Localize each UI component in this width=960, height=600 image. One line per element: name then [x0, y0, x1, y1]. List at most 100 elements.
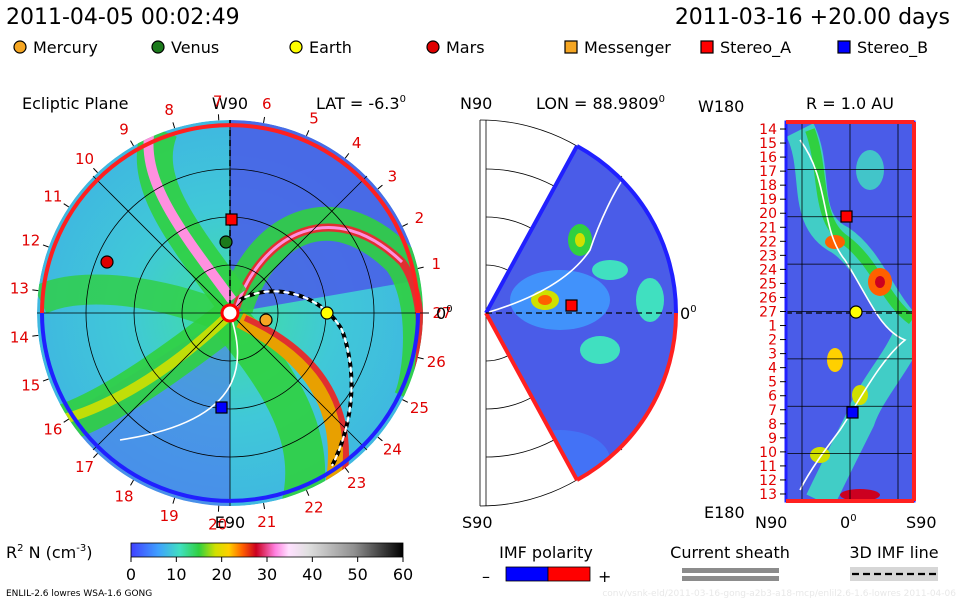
imf-positive-swatch	[547, 566, 591, 582]
lon-label: LON = 88.98090	[536, 94, 665, 113]
rsphere-top-corner: W180	[698, 97, 744, 116]
mercury-marker	[259, 313, 273, 327]
meridional-lower-edge	[484, 312, 579, 481]
rsphere-tick-label: 4	[768, 361, 777, 377]
carrington-tick-label: 19	[160, 507, 179, 525]
meridional-right-label: 00	[680, 304, 697, 323]
watermark-footer: conv/vsnk-eld/2011-03-16-gong-a2b3-a18-m…	[602, 589, 956, 599]
ecliptic-negative-polarity	[40, 312, 420, 503]
legend-marker-5	[700, 40, 714, 54]
stereo-b-marker	[215, 401, 228, 414]
rsphere-tick-label: 10	[759, 445, 777, 461]
carrington-tick-label: 26	[427, 353, 446, 371]
imf-polarity-legend: IMF polarity – +	[482, 543, 611, 586]
imf-3d-legend: 3D IMF line	[849, 543, 939, 581]
legend-marker-2	[289, 40, 303, 54]
rsphere-x-mid: 00	[840, 513, 857, 532]
rsphere-tick-label: 11	[759, 459, 777, 475]
legend-marker-3	[426, 40, 440, 54]
rsphere-tick-label: 14	[759, 122, 777, 138]
legend-label-1: Venus	[171, 38, 219, 57]
carrington-tick-label: 23	[347, 474, 366, 492]
rsphere-tick-label: 15	[759, 136, 777, 152]
carrington-tick-label: 21	[257, 513, 276, 531]
rsphere-tick-label: 13	[759, 487, 777, 503]
carrington-tick-label: 4	[352, 134, 362, 152]
carrington-tick-label: 10	[75, 150, 94, 168]
carrington-tick-label: 13	[10, 279, 29, 297]
imf-polarity-title: IMF polarity	[499, 543, 593, 562]
carrington-tick-label: 12	[21, 231, 40, 249]
imf-minus-label: –	[482, 567, 490, 586]
carrington-tick-label: 6	[262, 95, 272, 113]
carrington-tick-label: 5	[309, 109, 319, 127]
meridional-bottom-label: S90	[462, 513, 493, 532]
body-legend: Mercury Venus Earth Mars Messenger Stereo_A St…	[13, 38, 928, 58]
legend-label-4: Messenger	[584, 38, 671, 57]
earth-marker	[320, 306, 334, 320]
model-footer: ENLIL-2.6 lowres WSA-1.6 GONG	[6, 589, 152, 599]
ecliptic-field-line	[119, 312, 239, 441]
rsphere-stereo-a-marker	[840, 210, 853, 223]
rsphere-tick-label: 20	[759, 206, 777, 222]
carrington-tick-label: 1	[432, 255, 442, 273]
rsphere-tick-label: 24	[759, 262, 777, 278]
rsphere-tick-label: 7	[768, 403, 777, 419]
current-sheath-swatch	[682, 568, 779, 573]
carrington-tick-label: 17	[75, 458, 94, 476]
rsphere-tick-label: 22	[759, 234, 777, 250]
timestamp: 2011-04-05 00:02:49	[6, 5, 240, 30]
rsphere-tick-label: 26	[759, 290, 777, 306]
carrington-tick-label: 20	[208, 516, 227, 534]
rsphere-tick-label: 25	[759, 276, 777, 292]
legend-marker-0	[13, 40, 27, 54]
colorbar-tick-label: 30	[257, 565, 277, 584]
mars-marker	[100, 255, 114, 269]
legend-marker-1	[151, 40, 165, 54]
rsphere-tick-label: 23	[759, 248, 777, 264]
carrington-tick-label: 14	[10, 329, 29, 347]
carrington-tick-label: 8	[164, 101, 174, 119]
r-label: R = 1.0 AU	[806, 94, 894, 113]
rsphere-tick-label: 9	[768, 431, 777, 447]
rsphere-tick-label: 12	[759, 473, 777, 489]
colorbar-tick-label: 0	[126, 565, 136, 584]
meridional-upper-edge	[484, 145, 579, 314]
rsphere-tick-label: 19	[759, 192, 777, 208]
ecliptic-top-label: W90	[212, 94, 248, 113]
colorbar-label: R2 N (cm-3)	[6, 543, 93, 562]
rsphere-tick-label: 2	[768, 333, 777, 349]
rsphere-tick-label: 3	[768, 347, 777, 363]
rsphere-earth-marker	[849, 305, 863, 319]
legend-label-3: Mars	[446, 38, 485, 57]
ecliptic-positive-polarity	[40, 123, 420, 314]
imf-plus-label: +	[598, 567, 611, 586]
ecliptic-bottom-label: E90	[215, 513, 245, 532]
ecliptic-title: Ecliptic Plane	[22, 94, 128, 113]
rsphere-x-right: S90	[906, 513, 937, 532]
colorbar-tick-label: 10	[166, 565, 186, 584]
carrington-tick-label: 7	[213, 92, 223, 110]
run-info: 2011-03-16 +20.00 days	[675, 5, 950, 30]
rsphere-tick-label: 8	[768, 417, 777, 433]
rsphere-tick-label: 6	[768, 389, 777, 405]
rsphere-tick-label: 18	[759, 178, 777, 194]
lat-label: LAT = -6.30	[316, 94, 406, 113]
cme-front-outline	[238, 289, 354, 467]
current-sheath-title: Current sheath	[670, 543, 790, 562]
legend-label-2: Earth	[309, 38, 352, 57]
rsphere-tick-label: 17	[759, 164, 777, 180]
venus-marker	[219, 235, 233, 249]
ecliptic-right-label: 00	[436, 304, 453, 323]
legend-label-6: Stereo_B	[857, 38, 928, 58]
carrington-tick-label: 16	[43, 420, 62, 438]
stereo-a-marker	[225, 213, 238, 226]
carrington-tick-label: 22	[304, 499, 323, 517]
rsphere-tick-label: 1	[768, 319, 777, 335]
rsphere-x-left: N90	[755, 513, 787, 532]
ecliptic-panel: Ecliptic Plane W90 LAT = -6.30	[10, 92, 453, 533]
legend-label-5: Stereo_A	[720, 38, 791, 58]
carrington-tick-label: 25	[410, 399, 429, 417]
